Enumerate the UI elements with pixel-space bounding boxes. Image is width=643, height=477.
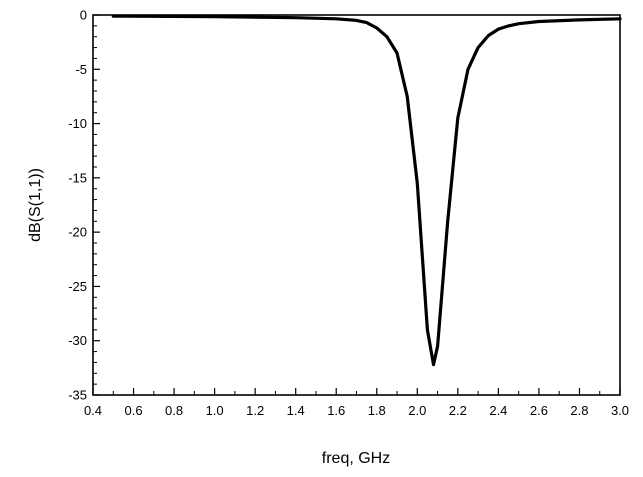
y-tick-label: -20 <box>68 225 87 240</box>
x-tick-label: 2.6 <box>530 403 548 418</box>
x-tick-label: 2.2 <box>449 403 467 418</box>
x-tick-label: 3.0 <box>611 403 629 418</box>
s11-curve <box>111 14 622 367</box>
x-axis-ticks: 0.4 0.6 0.8 1.0 1.2 1.4 1.6 1.8 2.0 2.2 2.4 2.6 2.8 3… <box>84 388 629 418</box>
x-axis-title: freq, GHz <box>322 450 390 467</box>
x-tick-label: 2.0 <box>408 403 426 418</box>
x-tick-label: 1.8 <box>368 403 386 418</box>
y-tick-label: -35 <box>68 388 87 403</box>
y-axis-title: dB(S(1,1)) <box>27 168 44 242</box>
x-tick-label: 1.4 <box>287 403 305 418</box>
x-tick-label: 1.0 <box>206 403 224 418</box>
x-tick-label: 0.8 <box>165 403 183 418</box>
x-tick-label: 1.6 <box>327 403 345 418</box>
x-tick-label: 0.4 <box>84 403 102 418</box>
y-tick-label: -5 <box>75 62 87 77</box>
y-tick-label: 0 <box>80 8 87 23</box>
y-tick-label: -10 <box>68 116 87 131</box>
plot-frame <box>92 14 621 396</box>
x-tick-label: 0.6 <box>124 403 142 418</box>
y-tick-label: -25 <box>68 279 87 294</box>
y-tick-label: -15 <box>68 170 87 185</box>
x-tick-label: 2.8 <box>570 403 588 418</box>
x-tick-label: 1.2 <box>246 403 264 418</box>
y-tick-label: -30 <box>68 333 87 348</box>
x-tick-label: 2.4 <box>489 403 507 418</box>
y-axis-ticks: 0 -5 -10 -15 -20 -25 -30 -35 <box>68 8 100 403</box>
